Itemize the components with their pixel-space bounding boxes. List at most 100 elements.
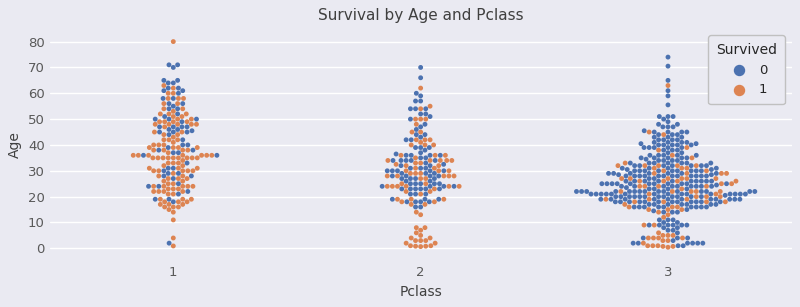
Point	[662, 166, 674, 171]
Point	[429, 158, 442, 163]
Point	[172, 150, 185, 155]
Point	[647, 208, 660, 213]
Point	[162, 197, 175, 202]
Point	[154, 197, 166, 202]
Point	[152, 168, 165, 173]
Point	[419, 244, 432, 249]
Point	[158, 83, 170, 88]
Point	[734, 192, 746, 196]
Point	[172, 199, 185, 204]
Point	[662, 217, 674, 222]
Point	[442, 173, 455, 178]
Point	[158, 124, 171, 129]
Point	[172, 181, 185, 186]
Point	[628, 189, 641, 194]
Point	[662, 93, 674, 98]
Point	[424, 168, 437, 173]
Point	[628, 163, 641, 168]
Point	[658, 117, 670, 122]
Point	[438, 173, 450, 178]
Point	[419, 166, 432, 171]
Point	[585, 192, 598, 196]
Point	[390, 162, 402, 167]
Point	[414, 186, 427, 191]
Point	[409, 181, 422, 186]
Point	[675, 171, 688, 176]
Point	[142, 153, 155, 158]
Point	[414, 199, 427, 204]
Point	[662, 114, 674, 119]
Point	[176, 142, 189, 147]
Point	[176, 197, 189, 202]
Point	[720, 171, 733, 176]
Point	[675, 145, 688, 150]
Point	[419, 181, 432, 186]
Point	[646, 243, 659, 248]
Point	[662, 130, 674, 134]
Point	[446, 158, 458, 163]
Point	[381, 173, 394, 178]
Point	[409, 171, 422, 176]
Point	[409, 186, 422, 191]
Point	[662, 202, 674, 207]
Point	[182, 168, 194, 173]
Point	[409, 204, 422, 209]
Point	[648, 197, 661, 202]
Point	[715, 181, 728, 186]
Point	[642, 202, 655, 207]
Point	[414, 244, 427, 249]
Point	[605, 192, 618, 196]
Point	[681, 176, 694, 181]
Point	[628, 184, 641, 189]
Point	[658, 153, 670, 158]
Point	[162, 176, 174, 181]
Point	[652, 153, 665, 158]
Point	[433, 181, 446, 186]
Point	[628, 204, 641, 209]
Point	[167, 91, 180, 96]
Point	[710, 197, 722, 202]
Point	[175, 114, 188, 119]
Point	[414, 145, 427, 150]
Point	[681, 192, 694, 196]
Point	[628, 179, 641, 184]
Point	[191, 145, 204, 150]
Point	[652, 168, 665, 173]
Point	[690, 184, 702, 189]
Point	[671, 168, 684, 173]
Point	[595, 181, 608, 186]
Point	[628, 199, 641, 204]
Point	[151, 155, 164, 160]
Point	[428, 199, 441, 204]
Point	[186, 168, 199, 173]
Point	[634, 189, 646, 194]
Point	[662, 176, 674, 181]
Point	[675, 181, 688, 186]
Point	[410, 225, 422, 230]
Point	[147, 148, 160, 153]
Point	[162, 122, 175, 127]
Point	[158, 78, 170, 83]
Point	[419, 176, 432, 181]
Point	[162, 145, 174, 150]
Point	[705, 172, 718, 177]
Point	[425, 243, 438, 248]
Point	[162, 80, 174, 85]
Point	[690, 199, 702, 204]
Point	[158, 179, 170, 184]
Point	[419, 192, 432, 196]
Point	[662, 150, 674, 155]
Point	[162, 111, 175, 116]
Point	[167, 140, 180, 145]
Point	[162, 132, 175, 137]
Point	[662, 192, 674, 196]
Point	[695, 179, 708, 184]
Point	[730, 179, 742, 184]
Point	[666, 153, 678, 158]
Point	[690, 189, 702, 194]
Point	[723, 197, 736, 202]
Point	[143, 166, 156, 171]
Point	[662, 135, 674, 140]
Point	[176, 106, 189, 111]
Point	[424, 163, 437, 168]
